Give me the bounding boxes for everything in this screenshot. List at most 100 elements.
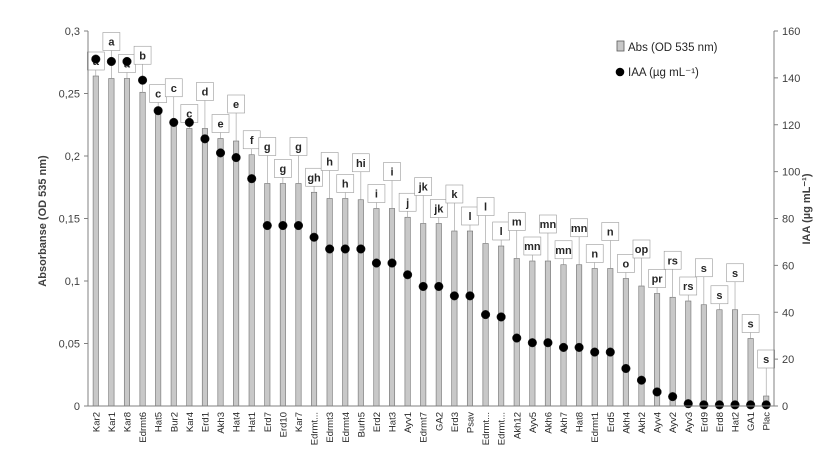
significance-letter: s <box>732 268 738 280</box>
letter-box <box>585 244 604 263</box>
y2-tick-label: 120 <box>782 120 800 132</box>
iaa-marker <box>496 312 506 322</box>
category-label: Edrmt6 <box>138 412 149 443</box>
y-tick-label: 0,25 <box>59 89 80 101</box>
iaa-marker <box>356 244 366 254</box>
significance-letter: k <box>451 189 458 201</box>
y2-tick-label: 40 <box>782 307 794 319</box>
iaa-marker <box>247 174 257 184</box>
letter-box <box>274 159 292 178</box>
letter-box <box>398 192 417 212</box>
y-tick-label: 0,2 <box>65 151 80 163</box>
abs-bar <box>186 128 193 407</box>
abs-bar <box>482 243 489 407</box>
y2-tick-label: 140 <box>782 73 800 85</box>
letter-box <box>539 214 557 234</box>
category-label: Ayv1 <box>403 412 414 433</box>
letter-box <box>679 276 698 296</box>
iaa-marker <box>371 258 381 268</box>
letter-box <box>336 174 355 193</box>
iaa-marker <box>215 148 226 158</box>
iaa-marker <box>153 106 163 116</box>
abs-bar <box>747 338 754 407</box>
letter-box <box>227 94 245 114</box>
category-label: Erd3 <box>450 412 461 432</box>
significance-letter: mn <box>571 223 588 235</box>
abs-bar <box>544 260 551 407</box>
significance-letter: e <box>233 99 239 111</box>
abs-bar <box>295 183 302 407</box>
letter-box <box>164 78 183 98</box>
significance-letter: s <box>748 319 754 331</box>
iaa-marker <box>403 270 413 280</box>
y-tick-label: 0,3 <box>65 26 80 38</box>
iaa-marker <box>309 232 319 242</box>
abs-bar <box>233 140 240 407</box>
iaa-marker <box>683 399 693 409</box>
letter-box <box>352 153 370 173</box>
abs-bar <box>373 208 380 407</box>
iaa-marker <box>184 117 194 127</box>
letter-box <box>211 114 230 133</box>
significance-letter: o <box>623 259 630 271</box>
iaa-marker <box>714 400 724 410</box>
iaa-marker <box>574 342 584 352</box>
category-label: Edrmt1 <box>590 412 601 443</box>
abs-bar <box>685 300 692 407</box>
category-label: Edrmt4 <box>341 412 352 443</box>
significance-letter: e <box>217 119 223 131</box>
iaa-marker <box>761 400 771 410</box>
significance-letter: i <box>390 167 393 179</box>
iaa-marker <box>262 220 272 231</box>
category-label: Erd1 <box>200 412 211 432</box>
category-label: Ayv3 <box>684 412 695 433</box>
letter-box <box>383 162 401 181</box>
letter-box <box>523 236 542 256</box>
significance-letter: c <box>155 89 161 101</box>
abs-bar <box>420 223 427 407</box>
category-label: Kar2 <box>91 412 102 432</box>
iaa-marker <box>418 281 428 292</box>
y-tick-label: 0,15 <box>59 214 80 226</box>
significance-letter: b <box>139 50 146 62</box>
abs-bar <box>435 223 442 407</box>
abs-bar <box>591 268 598 407</box>
iaa-marker <box>543 338 553 348</box>
significance-letter: s <box>701 263 707 275</box>
category-label: Erd8 <box>715 412 726 432</box>
y2-tick-label: 0 <box>782 401 788 413</box>
category-label: GA2 <box>434 412 445 431</box>
category-label: Ayv5 <box>528 412 539 433</box>
iaa-marker <box>636 375 647 385</box>
significance-letter: n <box>591 249 598 261</box>
category-label: Hat8 <box>575 412 586 432</box>
y2-tick-label: 160 <box>782 26 800 38</box>
category-label: Ayv2 <box>668 412 679 433</box>
legend-iaa-marker <box>615 67 625 77</box>
significance-letter: rs <box>667 255 677 267</box>
letter-box <box>196 82 214 101</box>
significance-letter: n <box>607 227 614 239</box>
abs-bar <box>638 285 645 407</box>
letter-box <box>507 212 526 231</box>
significance-letter: l <box>500 226 503 238</box>
significance-letter: c <box>171 83 177 95</box>
iaa-marker <box>138 75 148 85</box>
bar-series <box>92 75 770 407</box>
significance-letter: pr <box>652 274 664 286</box>
significance-letter: g <box>295 142 302 154</box>
significance-letter: h <box>326 157 333 169</box>
iaa-marker <box>730 400 740 410</box>
significance-letter: d <box>202 87 209 99</box>
significance-letter: mn <box>555 245 572 257</box>
category-label: Kar8 <box>122 412 133 432</box>
iaa-marker <box>512 333 522 343</box>
category-label: Akh4 <box>621 412 632 434</box>
abs-bar <box>404 216 411 407</box>
letter-box <box>570 218 588 238</box>
abs-bar <box>279 183 286 407</box>
significance-letter: hi <box>356 158 366 170</box>
category-label: Hat5 <box>154 412 165 432</box>
abs-bar <box>170 124 177 407</box>
